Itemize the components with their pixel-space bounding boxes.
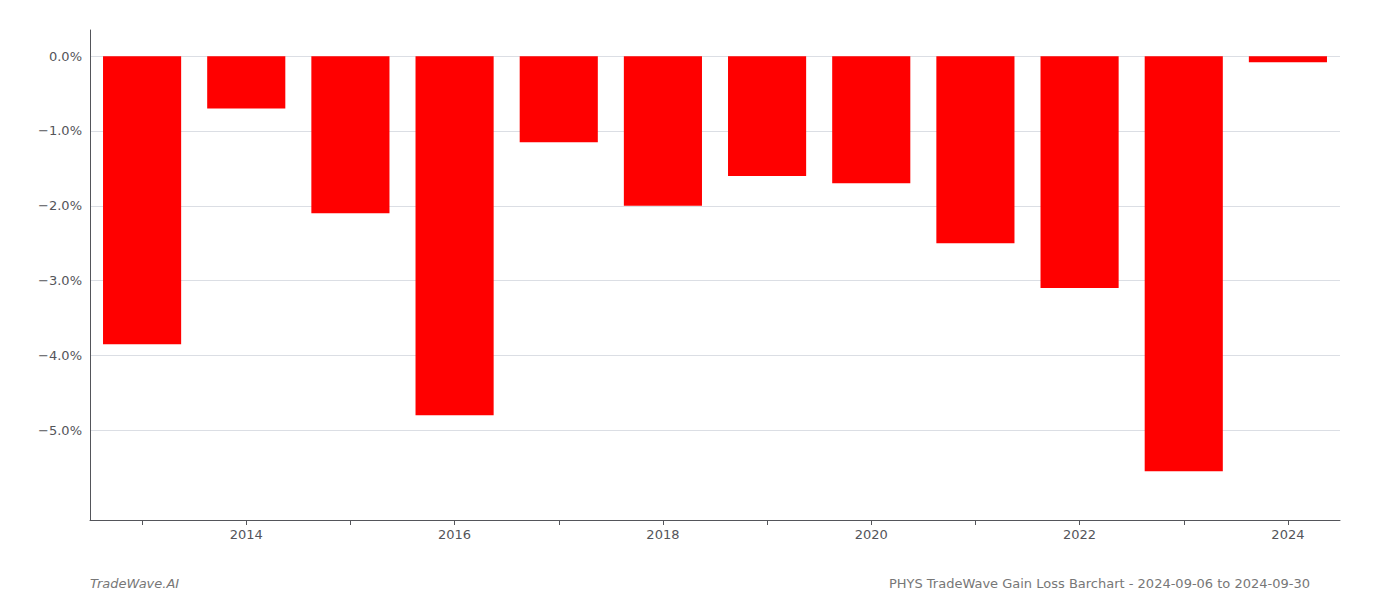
svg-text:2022: 2022	[1063, 527, 1096, 542]
svg-text:2014: 2014	[230, 527, 263, 542]
svg-text:2016: 2016	[438, 527, 471, 542]
svg-text:−2.0%: −2.0%	[38, 198, 82, 213]
svg-text:TradeWave.AI: TradeWave.AI	[90, 576, 179, 591]
svg-text:2020: 2020	[855, 527, 888, 542]
svg-text:2024: 2024	[1271, 527, 1304, 542]
svg-text:−5.0%: −5.0%	[38, 423, 82, 438]
svg-text:−1.0%: −1.0%	[38, 123, 82, 138]
svg-text:PHYS TradeWave Gain Loss Barch: PHYS TradeWave Gain Loss Barchart - 2024…	[889, 576, 1310, 591]
svg-text:2018: 2018	[646, 527, 679, 542]
svg-text:−3.0%: −3.0%	[38, 273, 82, 288]
svg-text:0.0%: 0.0%	[49, 49, 82, 64]
svg-text:−4.0%: −4.0%	[38, 348, 82, 363]
